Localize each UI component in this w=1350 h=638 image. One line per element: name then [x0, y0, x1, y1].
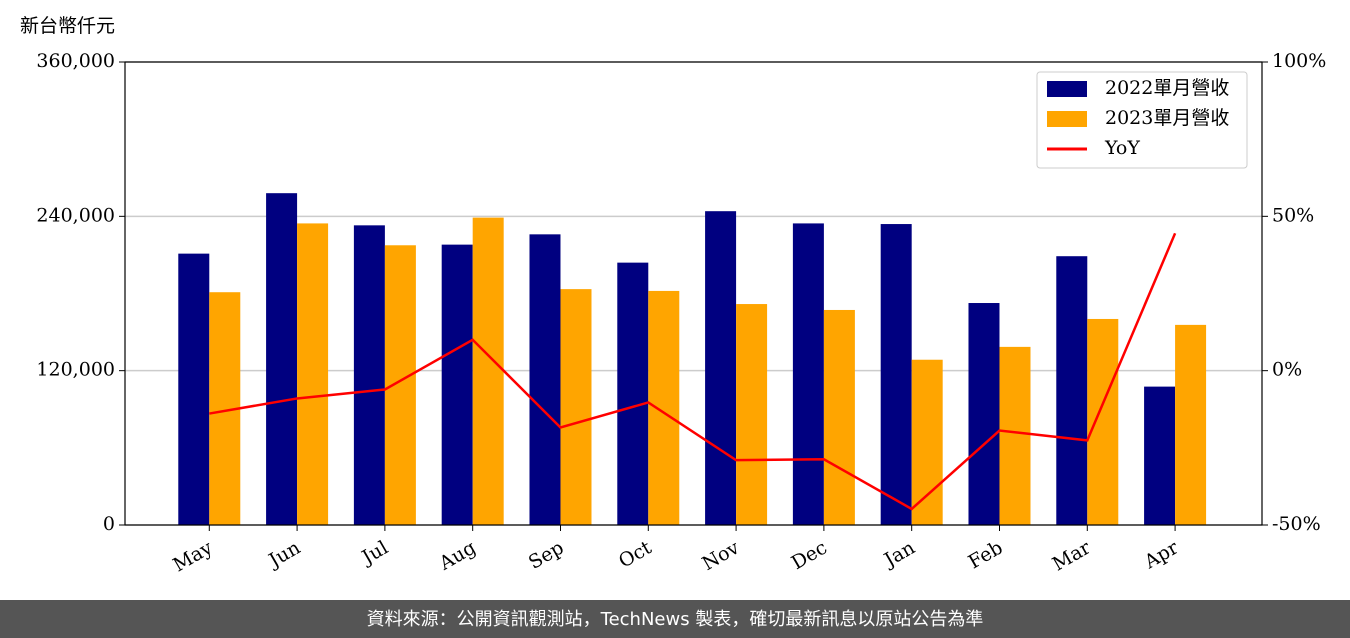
x-tick-label: Feb: [965, 537, 1007, 574]
bar: [1087, 318, 1119, 525]
bar: [999, 346, 1031, 525]
bar: [353, 225, 385, 525]
y-tick-label: 120,000: [36, 359, 115, 381]
plot-frame: [124, 61, 1263, 526]
bar: [792, 223, 824, 525]
x-tick-label: May: [169, 536, 216, 576]
bar: [472, 217, 504, 525]
bar: [648, 290, 680, 525]
bar: [736, 304, 768, 525]
bar: [178, 253, 210, 525]
x-tick-label: Sep: [525, 537, 568, 574]
y-tick-label: 240,000: [36, 204, 115, 226]
x-tick-label: Aug: [435, 537, 480, 576]
y2-tick-label: 0%: [1272, 359, 1302, 381]
legend-label: 2022單月營收: [1105, 77, 1229, 99]
bar: [266, 193, 298, 525]
y-unit-label: 新台幣仟元: [20, 15, 115, 37]
x-tick-label: Oct: [615, 536, 656, 572]
bar: [1056, 256, 1088, 525]
bar: [911, 359, 943, 525]
legend-swatch: [1047, 81, 1087, 97]
y-tick-label: 0: [103, 513, 115, 535]
x-tick-label: Dec: [788, 537, 831, 575]
x-tick-label: Mar: [1049, 536, 1095, 575]
legend-box: [1036, 71, 1248, 169]
x-tick-label: Jul: [357, 537, 392, 570]
y-tick-label: 360,000: [36, 50, 115, 72]
bar: [617, 262, 649, 525]
bar: [1144, 386, 1176, 525]
bar: [880, 224, 912, 526]
bar: [705, 211, 737, 525]
bar: [441, 244, 473, 525]
legend-label: YoY: [1104, 137, 1140, 159]
source-note: 資料來源：公開資訊觀測站，TechNews 製表，確切最新訊息以原站公告為準: [367, 609, 984, 630]
x-tick-label: Nov: [698, 536, 743, 575]
bar: [384, 245, 416, 526]
bar: [297, 223, 329, 525]
bar: [1175, 324, 1207, 525]
bar: [529, 234, 561, 526]
y2-tick-label: -50%: [1272, 513, 1321, 535]
y2-tick-label: 100%: [1272, 50, 1326, 72]
y2-tick-label: 50%: [1272, 204, 1314, 226]
legend-label: 2023單月營收: [1105, 107, 1229, 129]
yoy-line: [209, 232, 1177, 511]
bar: [968, 303, 1000, 525]
x-tick-label: Jun: [264, 537, 305, 573]
bar: [823, 309, 855, 525]
legend-swatch: [1047, 111, 1087, 127]
x-tick-label: Apr: [1140, 536, 1183, 573]
x-tick-label: Jan: [879, 537, 919, 573]
footer-bar: [0, 600, 1350, 638]
bar: [560, 289, 592, 525]
